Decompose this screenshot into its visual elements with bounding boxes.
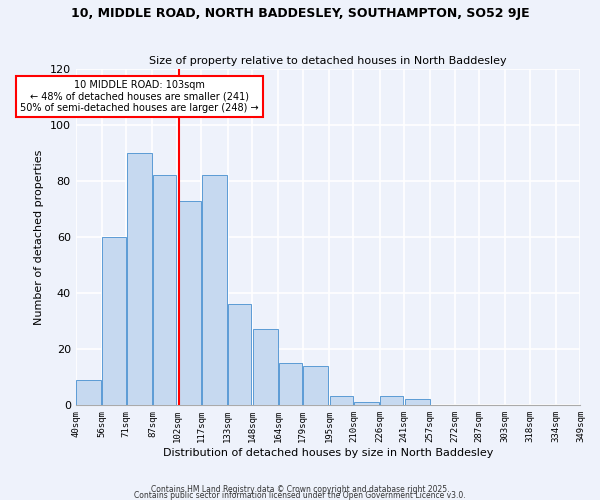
Text: 10, MIDDLE ROAD, NORTH BADDESLEY, SOUTHAMPTON, SO52 9JE: 10, MIDDLE ROAD, NORTH BADDESLEY, SOUTHA…	[71, 8, 529, 20]
Bar	[279, 363, 302, 405]
Bar	[103, 237, 125, 405]
Bar	[329, 396, 353, 405]
Bar	[153, 176, 176, 405]
Bar	[253, 330, 278, 405]
Text: Contains HM Land Registry data © Crown copyright and database right 2025.: Contains HM Land Registry data © Crown c…	[151, 484, 449, 494]
Bar	[76, 380, 101, 405]
Bar	[127, 153, 152, 405]
Bar	[228, 304, 251, 405]
Bar	[178, 200, 201, 405]
Bar	[404, 399, 430, 405]
Y-axis label: Number of detached properties: Number of detached properties	[34, 150, 44, 324]
Bar	[304, 366, 328, 405]
Text: Contains public sector information licensed under the Open Government Licence v3: Contains public sector information licen…	[134, 490, 466, 500]
Title: Size of property relative to detached houses in North Baddesley: Size of property relative to detached ho…	[149, 56, 507, 66]
Bar	[202, 176, 227, 405]
X-axis label: Distribution of detached houses by size in North Baddesley: Distribution of detached houses by size …	[163, 448, 493, 458]
Bar	[380, 396, 403, 405]
Text: 10 MIDDLE ROAD: 103sqm
← 48% of detached houses are smaller (241)
50% of semi-de: 10 MIDDLE ROAD: 103sqm ← 48% of detached…	[20, 80, 259, 114]
Bar	[354, 402, 379, 405]
